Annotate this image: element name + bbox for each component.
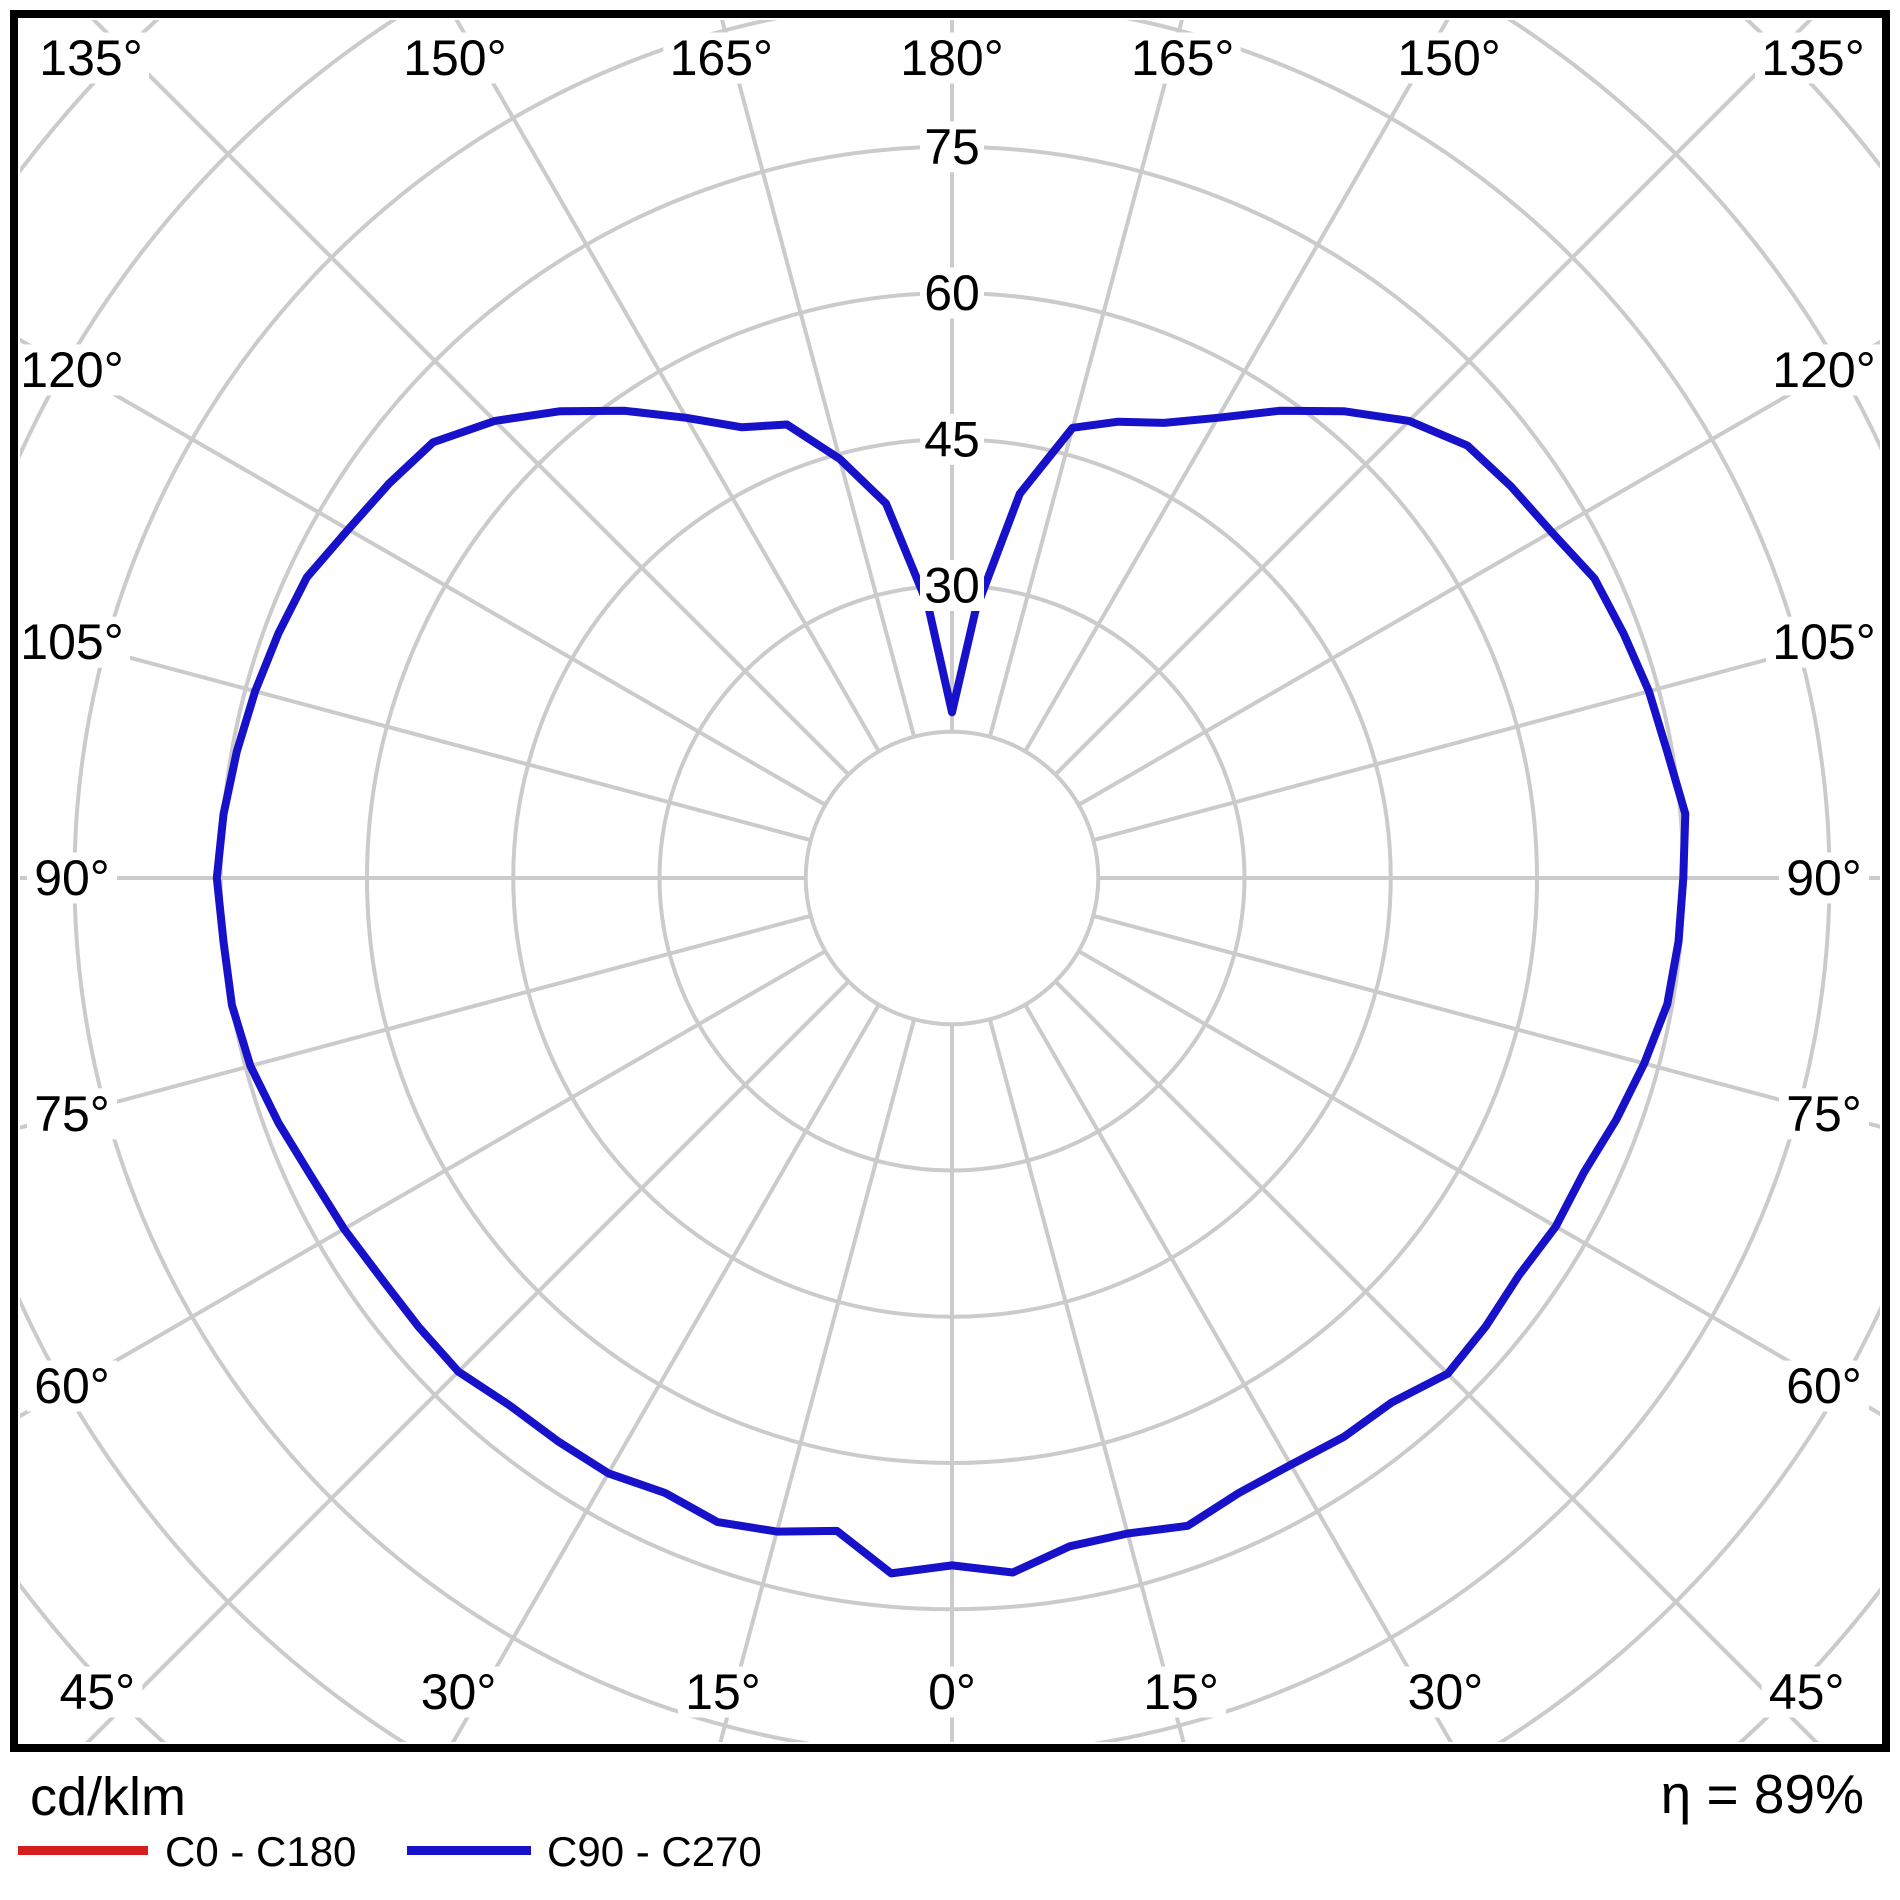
angle-label-60-right-halo xyxy=(1779,1360,1869,1412)
grid-spoke-330 xyxy=(450,1003,881,1742)
angle-label-135-left-halo xyxy=(33,32,149,84)
angle-label-165-right: 165° xyxy=(1131,30,1234,86)
angle-label-165-left: 165° xyxy=(670,30,773,86)
grid-spoke-30 xyxy=(1023,1003,1454,1742)
angle-label-180: 180° xyxy=(900,30,1003,86)
grid-spoke-120 xyxy=(1077,339,1880,807)
radial-label-75: 75 xyxy=(924,119,980,175)
grid-spoke-240 xyxy=(20,337,827,807)
grid-spoke-75 xyxy=(1092,913,1880,1129)
angle-label-150-left: 150° xyxy=(403,30,506,86)
angle-label-105-right-halo xyxy=(1766,616,1882,668)
angle-label-120-left: 120° xyxy=(20,342,123,398)
grid-spoke-195 xyxy=(720,20,917,738)
angle-label-60-left: 60° xyxy=(34,1358,110,1414)
grid-spoke-300 xyxy=(20,949,827,1419)
angle-label-45-left: 45° xyxy=(59,1664,135,1720)
angle-label-15-right: 15° xyxy=(1143,1664,1219,1720)
angle-label-45-left-halo xyxy=(52,1666,143,1718)
angle-label-30-left: 30° xyxy=(421,1664,497,1720)
angle-label-30-left-halo xyxy=(413,1666,504,1718)
legend-swatch-c0-c180 xyxy=(18,1846,148,1855)
legend-label-c90-c270: C90 - C270 xyxy=(547,1828,762,1875)
radial-label-45: 45 xyxy=(924,411,980,467)
angle-label-150-left-halo xyxy=(396,32,513,84)
axis-labels: 30 45 60 75 0° 15° 15° 30° 30° 45° 45° 60° 60° 75° 75°… xyxy=(14,30,1882,1720)
legend-swatch-c90-c270 xyxy=(407,1846,531,1855)
grid-spoke-150 xyxy=(1023,20,1450,753)
angle-label-90-left: 90° xyxy=(34,850,110,906)
angle-label-105-left: 105° xyxy=(20,614,123,670)
angle-label-105-right: 105° xyxy=(1772,614,1875,670)
angle-label-120-left-halo xyxy=(14,344,130,396)
angle-label-165-right-halo xyxy=(1124,32,1241,84)
angle-label-60-left-halo xyxy=(27,1360,117,1412)
angle-label-150-right-halo xyxy=(1391,32,1508,84)
grid-spoke-165 xyxy=(987,20,1184,738)
radial-label-60-halo xyxy=(920,267,984,319)
angle-label-120-right-halo xyxy=(1766,344,1882,396)
angle-label-15-left-halo xyxy=(677,1666,768,1718)
angle-label-135-right-halo xyxy=(1755,32,1871,84)
radial-label-60: 60 xyxy=(924,265,980,321)
angle-label-90-right-halo xyxy=(1779,852,1869,904)
angle-label-180-halo xyxy=(894,32,1010,84)
angle-label-90-left-halo xyxy=(27,852,117,904)
angle-label-0-halo xyxy=(920,1666,984,1718)
grid-spoke-60 xyxy=(1077,949,1880,1417)
efficiency-label: η = 89% xyxy=(1660,1763,1864,1825)
angle-label-30-right: 30° xyxy=(1408,1664,1484,1720)
radial-label-45-halo xyxy=(920,413,984,465)
angle-label-0: 0° xyxy=(928,1664,976,1720)
angle-label-120-right: 120° xyxy=(1772,342,1875,398)
grid-spoke-285 xyxy=(20,913,812,1130)
grid-spoke-45 xyxy=(1054,980,1819,1742)
angle-label-45-right-halo xyxy=(1761,1666,1852,1718)
angle-label-135-left: 135° xyxy=(39,30,142,86)
angle-label-60-right: 60° xyxy=(1786,1358,1862,1414)
units-label: cd/klm xyxy=(30,1767,187,1827)
angle-label-15-right-halo xyxy=(1136,1666,1227,1718)
legend-label-c0-c180: C0 - C180 xyxy=(165,1828,357,1875)
angle-label-75-left: 75° xyxy=(34,1086,110,1142)
angle-label-30-right-halo xyxy=(1400,1666,1491,1718)
grid-spoke-105 xyxy=(1092,627,1880,843)
angle-label-150-right: 150° xyxy=(1397,30,1500,86)
angle-label-90-right: 90° xyxy=(1786,850,1862,906)
angle-label-45-right: 45° xyxy=(1769,1664,1845,1720)
angle-label-75-left-halo xyxy=(27,1088,117,1140)
legend: C0 - C180 C90 - C270 xyxy=(0,1828,1900,1888)
grid-spoke-210 xyxy=(454,20,881,753)
angle-label-105-left-halo xyxy=(14,616,130,668)
grid-spoke-135 xyxy=(1054,20,1813,776)
radial-label-30: 30 xyxy=(924,558,980,614)
curve-c90-c270 xyxy=(212,406,1690,1578)
grid-ring-15 xyxy=(803,729,1101,1027)
radial-label-30-halo xyxy=(920,560,984,611)
angle-label-75-right: 75° xyxy=(1786,1086,1862,1142)
angle-label-75-right-halo xyxy=(1779,1088,1869,1140)
grid-spoke-255 xyxy=(20,626,812,843)
radial-label-75-halo xyxy=(920,121,984,173)
angle-label-15-left: 15° xyxy=(685,1664,761,1720)
angle-label-165-left-halo xyxy=(663,32,780,84)
grid-spoke-315 xyxy=(85,980,850,1742)
angle-label-135-right: 135° xyxy=(1761,30,1864,86)
grid-spoke-225 xyxy=(91,20,850,776)
plot-border xyxy=(10,10,1890,1752)
